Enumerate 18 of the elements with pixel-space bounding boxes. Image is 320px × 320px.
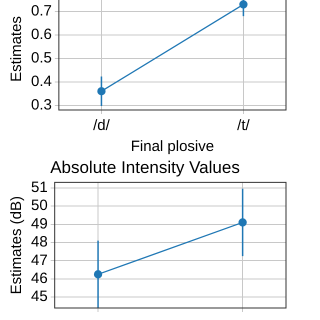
x-axis-title: Final plosive [130, 138, 214, 156]
y-tick-label: 0.6 [30, 26, 52, 44]
y-tick-label: 51 [30, 179, 48, 196]
y-tick-label: 0.4 [30, 72, 52, 90]
x-tick-label: /d/ [93, 117, 111, 134]
y-axis-title: Estimates (dB) [8, 196, 26, 294]
y-tick-label: 47 [30, 252, 48, 269]
y-tick-label: 0.7 [30, 2, 52, 20]
y-tick-label: 0.3 [30, 96, 52, 114]
y-tick-label: 0.5 [30, 50, 52, 67]
chart-title: Absolute Intensity Values [50, 158, 240, 177]
y-tick-label: 48 [30, 234, 48, 251]
y-tick-label: 46 [30, 270, 48, 288]
y-axis-title: Estimates [8, 16, 26, 82]
y-tick-label: 49 [30, 215, 48, 232]
y-tick-label: 45 [30, 288, 48, 306]
x-tick-label: /t/ [237, 117, 250, 134]
y-tick-label: 50 [30, 197, 48, 214]
